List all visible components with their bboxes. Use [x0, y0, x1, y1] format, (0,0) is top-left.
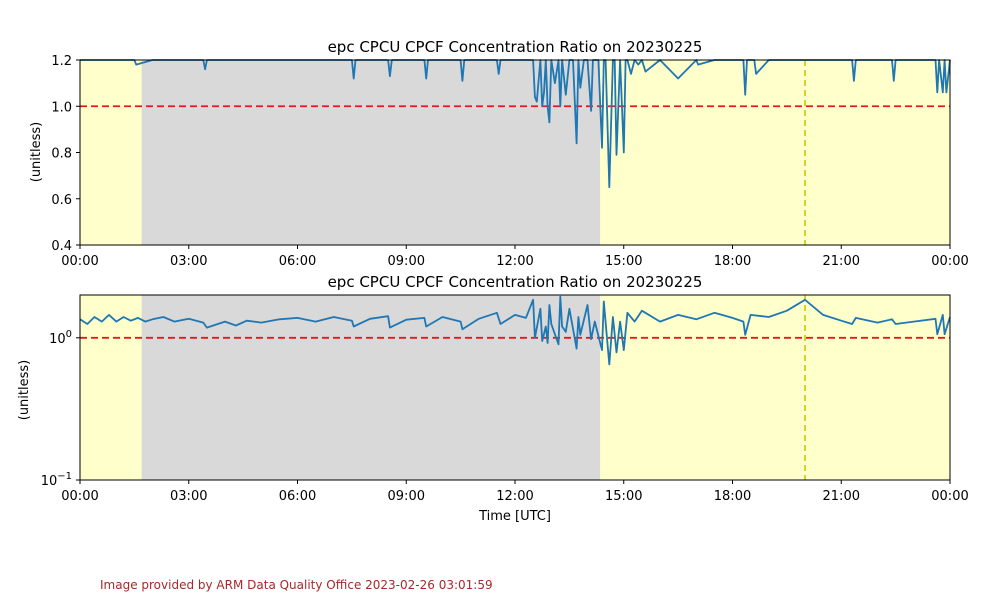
shaded-region [80, 295, 142, 480]
x-tick-label: 00:00 [931, 489, 968, 504]
x-tick-label: 03:00 [170, 254, 207, 269]
y-tick-label: 10−1 [41, 471, 72, 489]
x-tick-label: 06:00 [279, 254, 316, 269]
y-tick-label: 1.0 [51, 100, 72, 115]
attribution-footer: Image provided by ARM Data Quality Offic… [100, 578, 493, 592]
x-tick-label: 15:00 [605, 489, 642, 504]
x-tick-label: 00:00 [61, 489, 98, 504]
y-tick-label: 0.8 [51, 147, 72, 162]
y-tick-label: 1.2 [51, 54, 72, 69]
y-tick-label: 0.4 [51, 239, 72, 254]
x-tick-label: 09:00 [388, 254, 425, 269]
x-tick-label: 00:00 [61, 254, 98, 269]
shaded-region [600, 295, 950, 480]
shaded-region [141, 60, 601, 245]
y-tick-label: 0.6 [51, 193, 72, 208]
data-series [79, 295, 951, 366]
x-tick-label: 09:00 [388, 489, 425, 504]
chart-title: epc CPCU CPCF Concentration Ratio on 202… [328, 273, 703, 291]
y-tick-label: 100 [49, 329, 72, 347]
x-tick-label: 15:00 [605, 254, 642, 269]
x-tick-label: 18:00 [714, 489, 751, 504]
shaded-regions [80, 295, 950, 480]
x-tick-label: 00:00 [931, 254, 968, 269]
y-axis: 0.4 0.6 0.8 1.0 1.2 [51, 54, 80, 254]
x-tick-label: 06:00 [279, 489, 316, 504]
x-tick-label: 12:00 [496, 254, 533, 269]
x-tick-label: 21:00 [823, 254, 860, 269]
x-axis: 00:00 03:00 06:00 09:00 12:00 15:00 18:00 21:00… [61, 480, 969, 504]
shaded-regions [80, 60, 950, 245]
x-axis-label: Time [UTC] [478, 509, 551, 524]
shaded-region [80, 60, 142, 245]
x-tick-label: 18:00 [714, 254, 751, 269]
x-axis: 00:00 03:00 06:00 09:00 12:00 15:00 18:00 21:00… [61, 245, 969, 269]
chart-title: epc CPCU CPCF Concentration Ratio on 202… [328, 38, 703, 56]
x-tick-label: 12:00 [496, 489, 533, 504]
shaded-region [141, 295, 601, 480]
chart-panel-bottom: epc CPCU CPCF Concentration Ratio on 202… [17, 273, 969, 524]
y-axis: 10−1 100 [41, 329, 80, 489]
shaded-region [600, 60, 950, 245]
chart-panel-top: epc CPCU CPCF Concentration Ratio on 202… [29, 38, 969, 269]
x-tick-label: 21:00 [823, 489, 860, 504]
y-axis-label: (unitless) [17, 360, 32, 421]
series-line [79, 295, 951, 366]
x-tick-label: 03:00 [170, 489, 207, 504]
y-axis-label: (unitless) [29, 122, 44, 183]
